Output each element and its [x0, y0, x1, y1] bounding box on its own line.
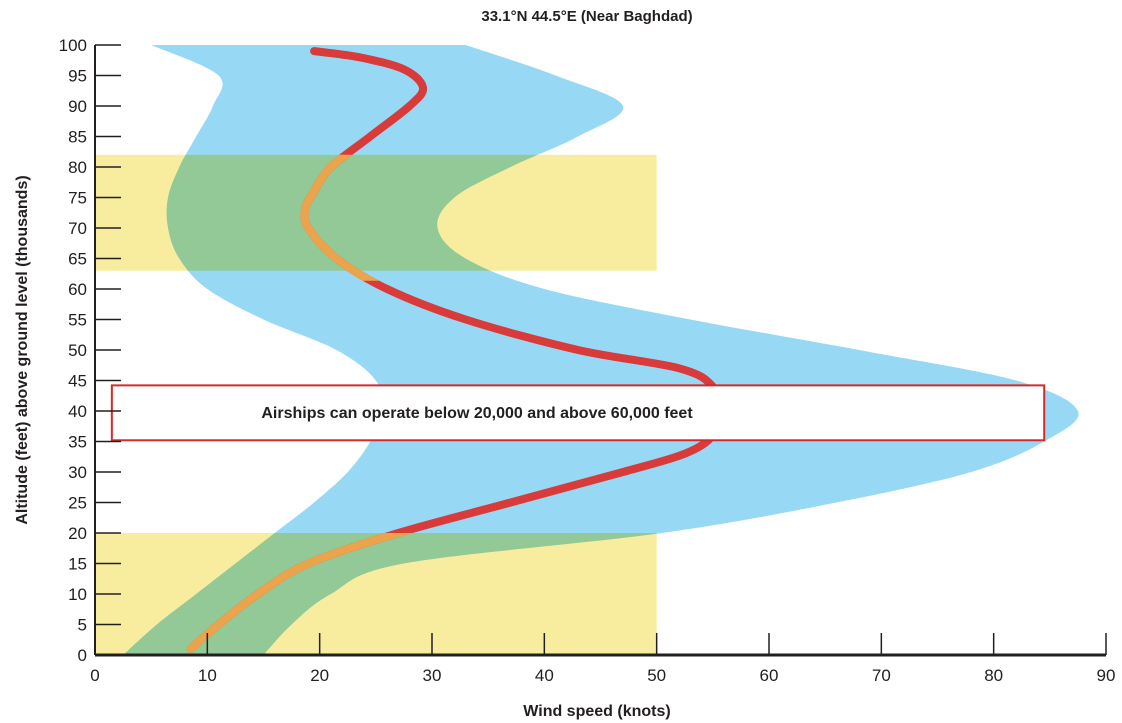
y-tick-label-50: 50	[68, 341, 87, 360]
mean-wind-line-path	[186, 47, 723, 653]
y-tick-label-55: 55	[68, 311, 87, 330]
x-tick-label-40: 40	[535, 666, 554, 685]
operating-zones	[95, 154, 657, 655]
y-tick-label-10: 10	[68, 585, 87, 604]
x-tick-label-70: 70	[872, 666, 891, 685]
x-tick-label-80: 80	[984, 666, 1003, 685]
x-tick-label-50: 50	[647, 666, 666, 685]
y-axis-title: Altitude (feet) above ground level (thou…	[14, 175, 31, 524]
y-tick-label-80: 80	[68, 158, 87, 177]
y-tick-label-25: 25	[68, 494, 87, 513]
chart-title: 33.1°N 44.5°E (Near Baghdad)	[481, 8, 692, 25]
x-tick-label-30: 30	[423, 666, 442, 685]
x-tick-label-90: 90	[1097, 666, 1116, 685]
y-tick-label-65: 65	[68, 250, 87, 269]
y-tick-label-75: 75	[68, 189, 87, 208]
y-tick-label-95: 95	[68, 67, 87, 86]
operating-zone-2	[95, 154, 657, 271]
x-tick-label-0: 0	[90, 666, 99, 685]
y-tick-label-100: 100	[59, 36, 87, 55]
operating-zone-1	[95, 533, 657, 655]
x-axis-title: Wind speed (knots)	[523, 703, 670, 720]
y-tick-label-90: 90	[68, 97, 87, 116]
y-tick-label-45: 45	[68, 372, 87, 391]
y-tick-label-35: 35	[68, 433, 87, 452]
y-tick-label-30: 30	[68, 463, 87, 482]
y-tick-label-15: 15	[68, 555, 87, 574]
y-tick-label-85: 85	[68, 128, 87, 147]
y-tick-label-40: 40	[68, 402, 87, 421]
x-tick-label-10: 10	[198, 666, 217, 685]
y-tick-label-5: 5	[78, 616, 87, 635]
x-tick-label-20: 20	[310, 666, 329, 685]
annotation-box: Airships can operate below 20,000 and ab…	[110, 384, 1046, 442]
annotation-text: Airships can operate below 20,000 and ab…	[261, 405, 693, 422]
y-tick-label-0: 0	[78, 646, 87, 665]
y-tick-label-20: 20	[68, 524, 87, 543]
annotation-box-border	[110, 384, 1046, 442]
axes: 0 5 10 15 20 25 30 35 40 45 50 55 60 65 70 75 80 85 90 95 10…	[59, 36, 1116, 685]
x-tick-label-60: 60	[760, 666, 779, 685]
y-tick-label-70: 70	[68, 219, 87, 238]
y-tick-label-60: 60	[68, 280, 87, 299]
mean-wind-line	[186, 47, 723, 653]
